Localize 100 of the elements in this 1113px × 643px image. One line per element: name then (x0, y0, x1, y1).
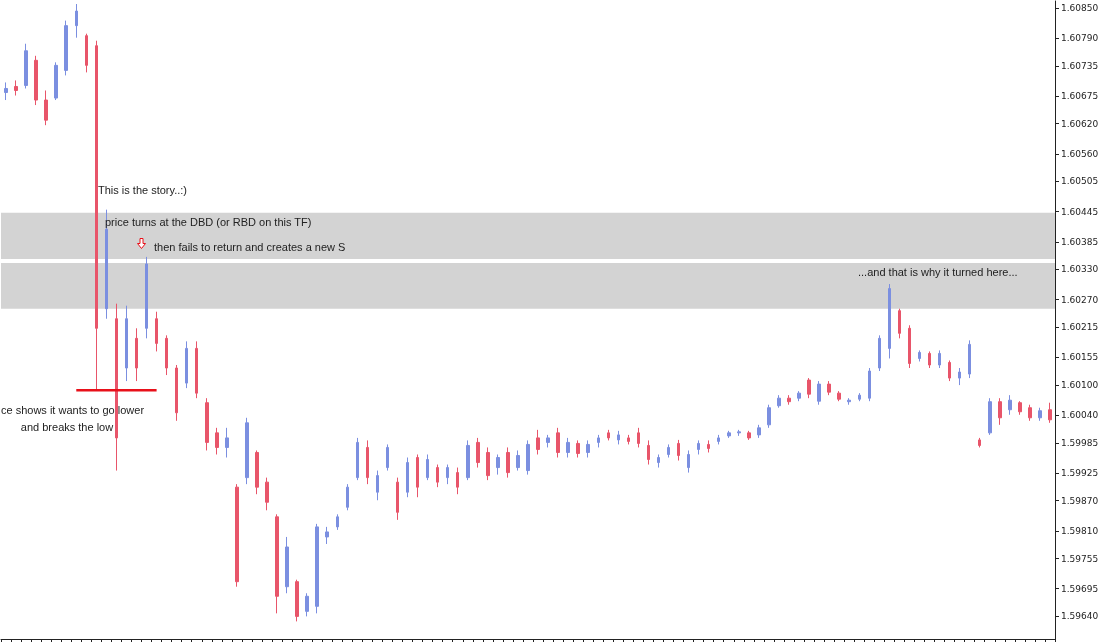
candlestick (165, 334, 168, 376)
candlestick (767, 404, 771, 429)
candlestick (998, 397, 1002, 426)
candlestick (988, 397, 992, 436)
y-tick-label: 1.60675 (1061, 91, 1099, 102)
candlestick (667, 443, 670, 458)
candlestick (777, 394, 781, 409)
y-tick-label: 1.60215 (1061, 322, 1099, 333)
candlestick (4, 81, 8, 101)
y-tick-label: 1.59870 (1061, 495, 1099, 506)
candlestick (747, 430, 751, 441)
candlestick (968, 339, 971, 379)
candlestick (566, 437, 570, 458)
candlestick (586, 439, 590, 458)
annotation: price turns at the DBD (or RBD on this TF) (105, 216, 312, 228)
candlestick (1028, 404, 1032, 422)
candlestick (376, 470, 379, 501)
candlestick (185, 340, 188, 389)
candlestick (928, 350, 931, 369)
y-tick-label: 1.60560 (1061, 148, 1099, 159)
candlestick (717, 434, 720, 445)
candlestick (295, 579, 299, 622)
candlestick (416, 453, 419, 498)
y-tick-label: 1.59755 (1061, 553, 1099, 564)
candlestick (64, 20, 68, 76)
candlestick (556, 427, 560, 458)
candlestick (978, 437, 981, 448)
candlestick (366, 439, 369, 485)
candlestick (346, 483, 349, 511)
candlestick (878, 334, 881, 372)
candlestick (817, 380, 821, 406)
candlestick (837, 390, 841, 402)
candlestick (687, 449, 690, 474)
y-tick-label: 1.60040 (1061, 410, 1099, 421)
candlestick (205, 397, 209, 451)
y-tick-label: 1.59810 (1061, 525, 1099, 536)
candlestick (757, 424, 761, 439)
candlestick (255, 449, 259, 495)
candlestick (54, 61, 58, 101)
candlestick (406, 457, 409, 498)
candlestick (426, 453, 429, 481)
annotation: This is the story..:) (98, 184, 188, 196)
candlestick (215, 427, 219, 455)
candlestick (14, 79, 18, 97)
candlestick (657, 453, 660, 469)
candlestick (446, 464, 449, 485)
candlestick (918, 349, 921, 362)
candlestick (898, 308, 901, 339)
candlestick (336, 513, 339, 531)
candlestick (496, 453, 500, 476)
candlestick (647, 439, 650, 466)
candlestick (155, 311, 158, 352)
candlestick (1008, 394, 1012, 416)
candlestick (44, 89, 48, 126)
candlestick (627, 434, 630, 445)
y-tick-label: 1.60270 (1061, 294, 1099, 305)
y-tick-label: 1.59640 (1061, 611, 1099, 622)
candlestick (546, 434, 550, 448)
annotation: then fails to return and creates a new S (154, 241, 346, 253)
candlestick (115, 303, 118, 472)
candlestick (125, 305, 128, 382)
candlestick (386, 443, 389, 472)
annotation: and breaks the low (20, 421, 114, 433)
annotation: ce shows it wants to go lower (1, 404, 145, 416)
candlestick (506, 446, 510, 479)
candlestick (305, 592, 309, 617)
candlestick (75, 3, 78, 39)
candlestick (1048, 402, 1052, 424)
candlestick (436, 464, 439, 488)
candlestick (516, 449, 520, 472)
y-tick-label: 1.59695 (1061, 583, 1099, 594)
candlestick (235, 483, 239, 588)
y-tick-label: 1.59985 (1061, 437, 1099, 448)
candlestick (607, 429, 610, 441)
candlestick (938, 349, 941, 369)
candlestick (195, 340, 198, 399)
candlestick (486, 446, 490, 481)
candlestick (707, 439, 710, 453)
y-tick-label: 1.60100 (1061, 380, 1099, 391)
candlestick (787, 394, 791, 406)
candlestick (466, 439, 470, 481)
candlestick (697, 439, 700, 455)
y-tick-label: 1.60155 (1061, 352, 1099, 363)
candlestick (315, 523, 319, 614)
candlestick (576, 439, 580, 458)
candlestick (536, 429, 540, 455)
y-tick-label: 1.60505 (1061, 176, 1099, 187)
y-tick-label: 1.60620 (1061, 118, 1099, 129)
candlestick (737, 429, 741, 437)
candlestick (868, 367, 871, 402)
candlestick (637, 427, 640, 448)
y-tick-label: 1.60850 (1061, 3, 1099, 14)
candlestick (34, 55, 38, 106)
y-tick-label: 1.60790 (1061, 33, 1099, 44)
candlestick (617, 430, 620, 445)
candlestick (456, 467, 459, 495)
candlestick (476, 437, 480, 469)
candlestick (24, 43, 28, 89)
annotation: ...and that is why it turned here... (858, 266, 1018, 278)
candlestick (1038, 407, 1042, 422)
